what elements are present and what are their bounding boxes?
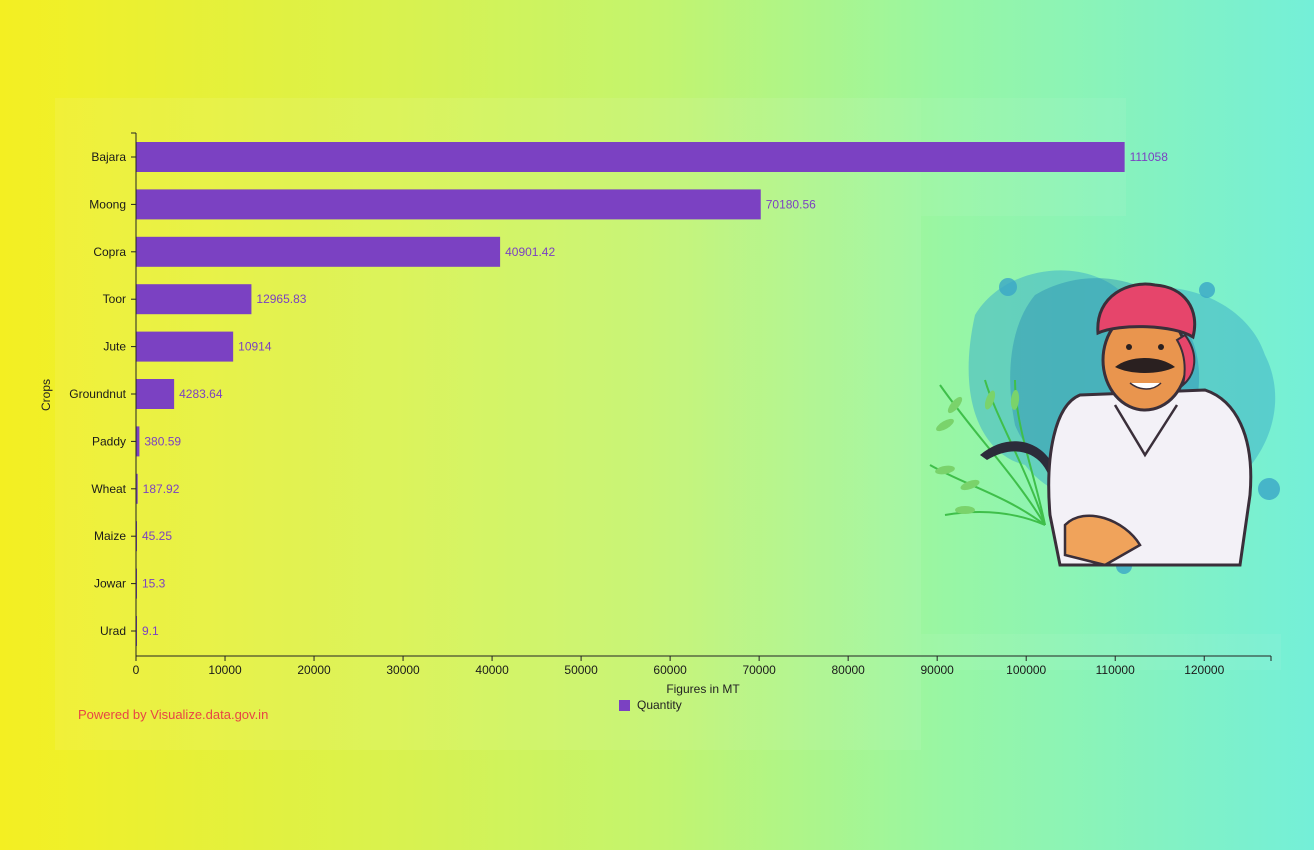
- farmer-illustration: [929, 270, 1280, 574]
- bars-group: [136, 142, 1125, 646]
- farmer-body-icon: [1047, 388, 1253, 567]
- category-label: Toor: [103, 292, 126, 306]
- legend-label: Quantity: [637, 698, 682, 712]
- bar-groundnut[interactable]: [136, 379, 175, 409]
- bar-toor[interactable]: [136, 284, 252, 315]
- x-tick-label: 80000: [831, 663, 865, 677]
- x-tick-label: 50000: [564, 663, 598, 677]
- bar-bajara[interactable]: [136, 142, 1125, 172]
- value-label: 4283.64: [179, 387, 223, 401]
- category-label: Jute: [103, 340, 126, 354]
- category-label: Wheat: [91, 482, 126, 496]
- value-label: 70180.56: [766, 197, 816, 211]
- x-tick-label: 10000: [208, 663, 242, 677]
- x-tick-label: 70000: [742, 663, 776, 677]
- x-tick-label: 30000: [386, 663, 420, 677]
- x-tick-label: 60000: [653, 663, 687, 677]
- legend-swatch: [619, 699, 630, 711]
- category-labels: Bajara Moong Copra Toor Jute Groundnut Paddy Wh…: [69, 150, 126, 638]
- sickle-icon: [980, 441, 1061, 505]
- y-axis-title: Crops: [39, 379, 53, 411]
- turban-icon: [1096, 282, 1197, 388]
- bar-copra[interactable]: [136, 236, 501, 267]
- category-label: Groundnut: [69, 387, 126, 401]
- chart-panel-extension-bottom: [921, 634, 1281, 670]
- category-label: Moong: [89, 197, 126, 211]
- value-label: 45.25: [142, 529, 172, 543]
- bar-paddy[interactable]: [136, 426, 140, 457]
- value-label: 111058: [1130, 150, 1169, 164]
- wheat-grains-icon: [935, 390, 1020, 514]
- x-tick-label: 20000: [297, 663, 331, 677]
- category-label: Paddy: [92, 434, 126, 448]
- x-tick-label: 40000: [475, 663, 509, 677]
- value-label: 380.59: [144, 434, 181, 448]
- value-label: 12965.83: [256, 292, 306, 306]
- category-label: Bajara: [91, 150, 126, 164]
- value-label: 187.92: [143, 482, 180, 496]
- category-label: Copra: [93, 245, 126, 259]
- credit-link[interactable]: Powered by Visualize.data.gov.in: [78, 707, 269, 722]
- value-label: 10914: [238, 340, 272, 354]
- x-tick-label: 100000: [1006, 663, 1046, 677]
- x-tick-label: 120000: [1184, 663, 1224, 677]
- bar-wheat[interactable]: [136, 473, 138, 504]
- legend: Quantity: [619, 698, 682, 712]
- value-labels: 111058 70180.56 40901.42 12965.83 10914 4283.…: [142, 150, 1168, 638]
- bar-jute[interactable]: [136, 331, 234, 362]
- x-tick-label: 90000: [920, 663, 954, 677]
- x-tick-label: 0: [133, 663, 140, 677]
- bar-moong[interactable]: [136, 189, 761, 220]
- x-axis-title: Figures in MT: [666, 682, 740, 696]
- x-axis: 0 10000 20000 30000 40000 50000 60000 70000 8000…: [133, 655, 1272, 677]
- y-axis: [131, 132, 137, 656]
- category-label: Jowar: [94, 577, 126, 591]
- category-label: Maize: [94, 529, 126, 543]
- category-label: Urad: [100, 624, 126, 638]
- value-label: 40901.42: [505, 245, 555, 259]
- value-label: 9.1: [142, 624, 159, 638]
- value-label: 15.3: [142, 577, 166, 591]
- x-tick-label: 110000: [1096, 663, 1135, 677]
